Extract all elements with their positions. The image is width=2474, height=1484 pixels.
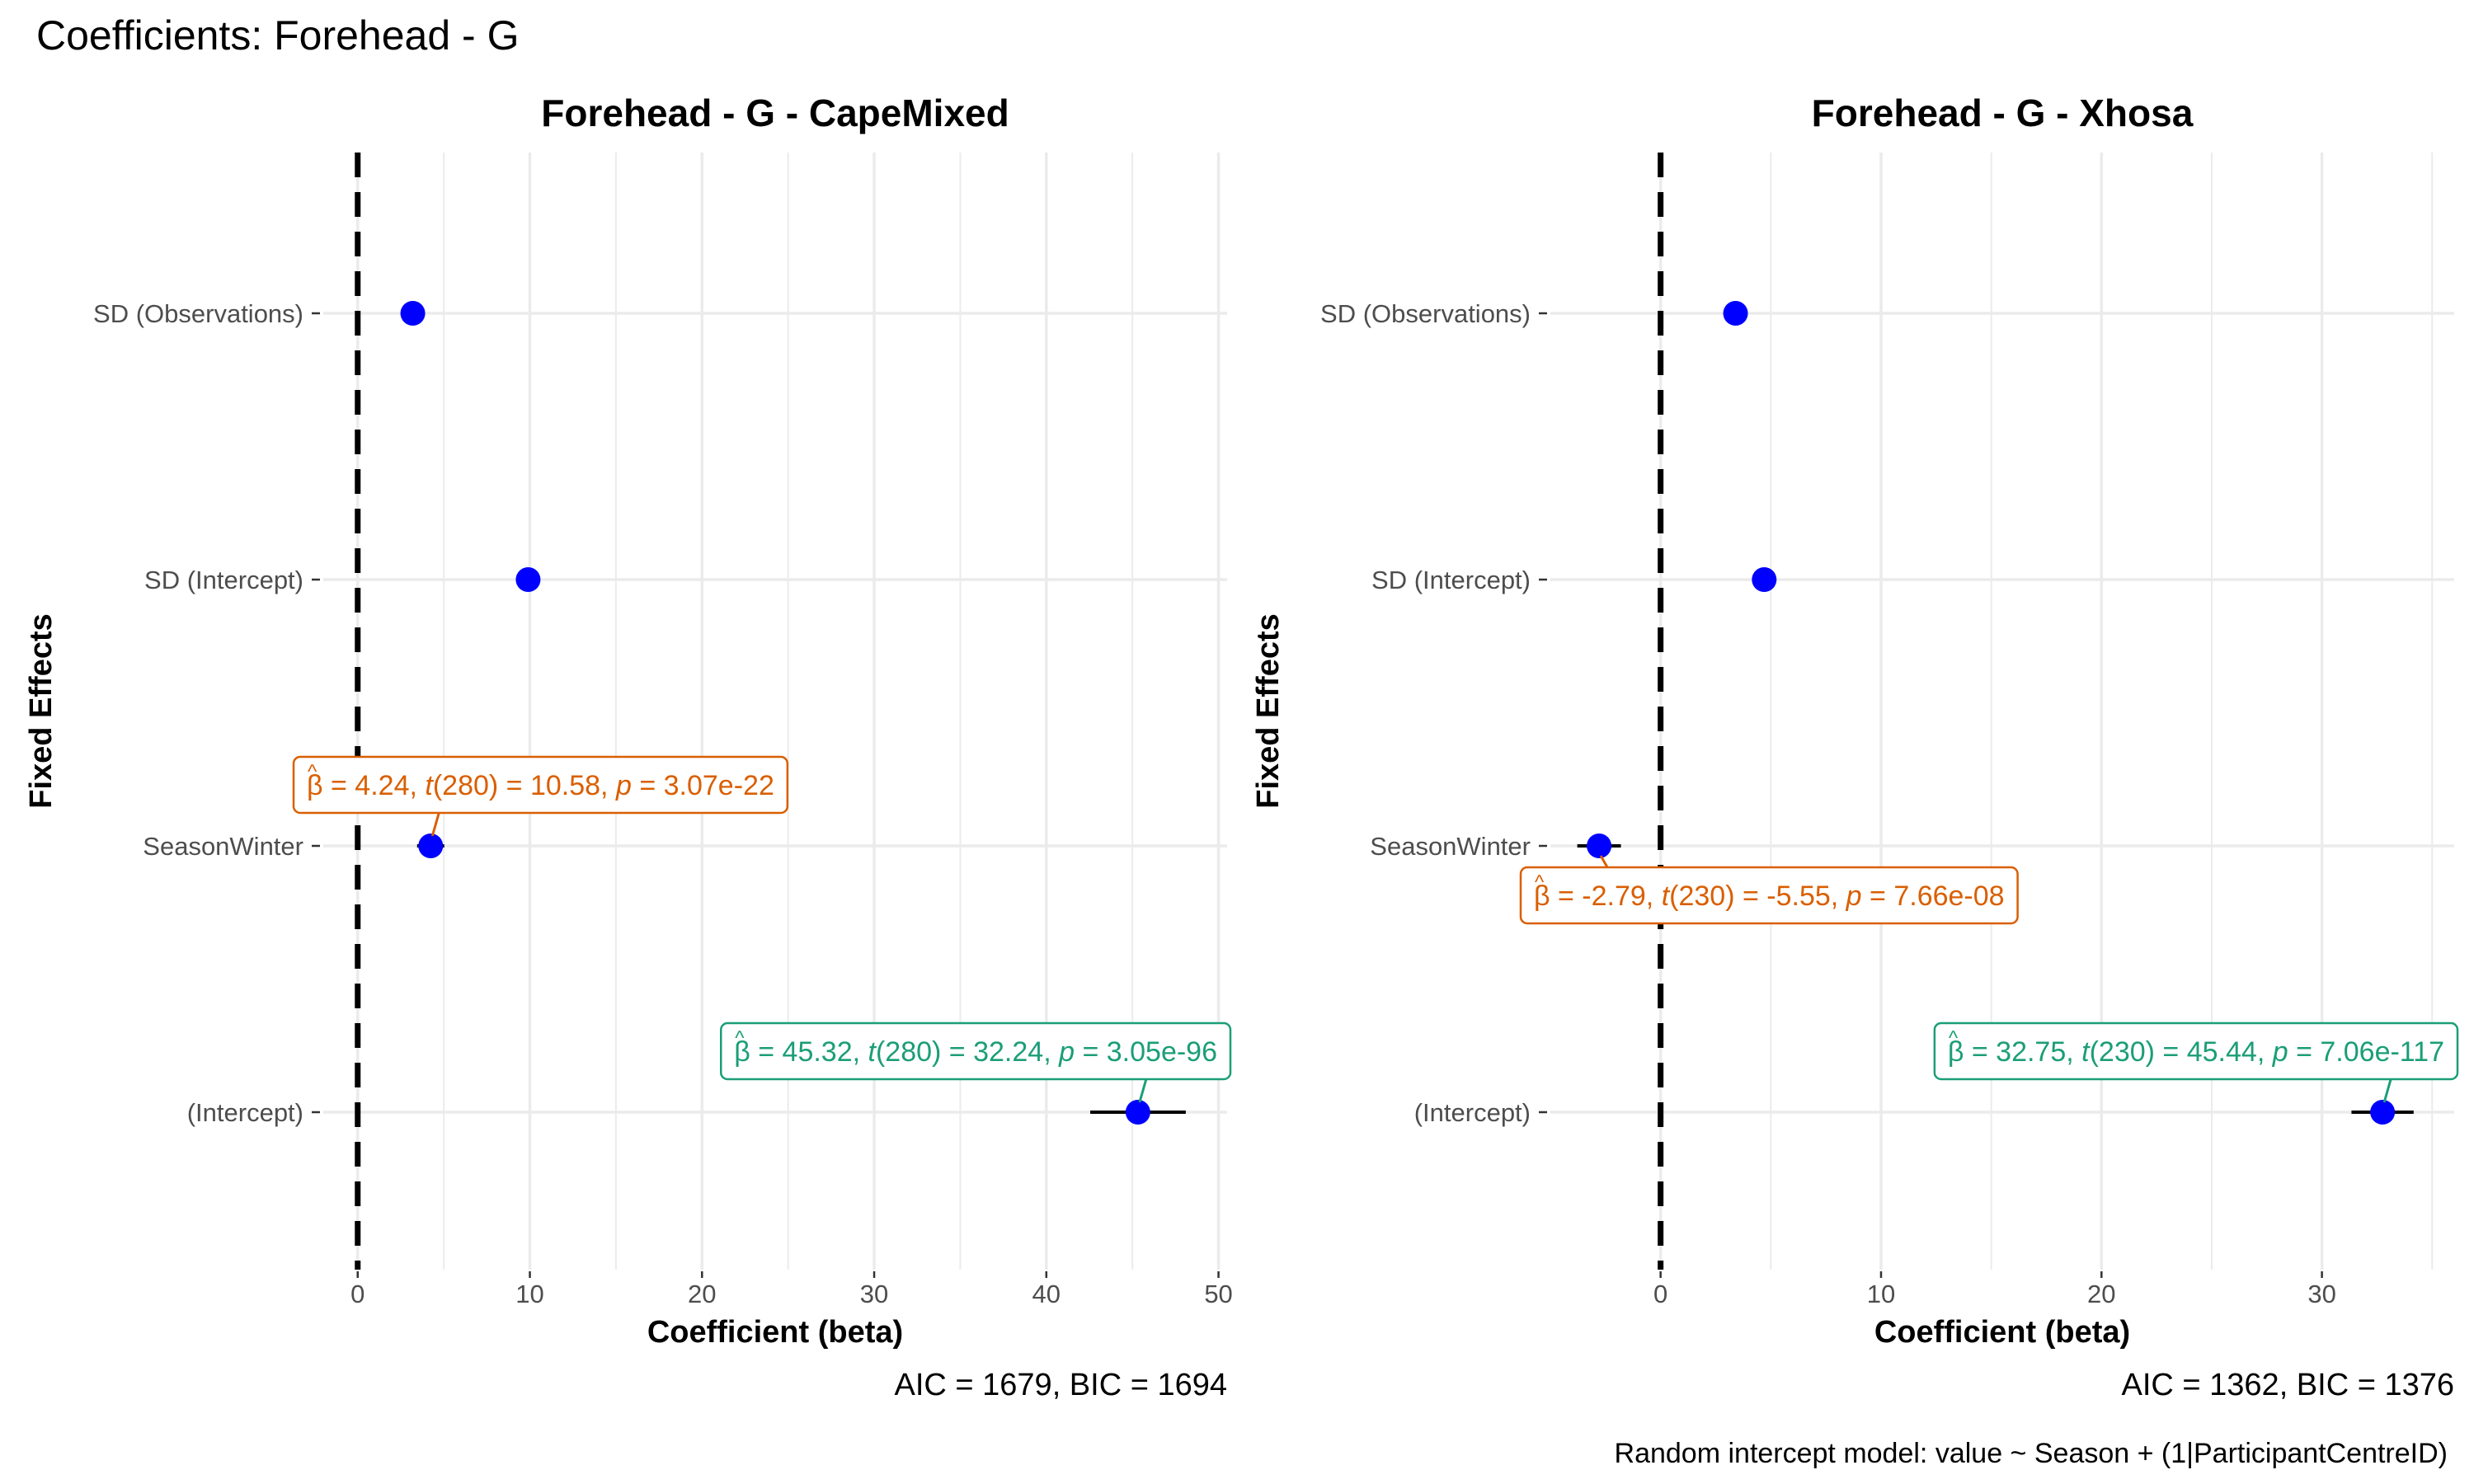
y-tick-label-intercept: (Intercept) xyxy=(1414,1098,1531,1127)
x-tick-label: 20 xyxy=(2087,1280,2115,1308)
stat-label-part: β xyxy=(1534,881,1550,912)
stat-label-text: β = 4.24, t(280) = 10.58, p = 3.07e-22 xyxy=(307,770,774,801)
stat-label-intercept: β = 45.32, t(280) = 32.24, p = 3.05e-96^ xyxy=(719,1021,1232,1103)
point-sd-intercept xyxy=(1752,567,1777,592)
stat-label-box xyxy=(1519,866,2019,925)
stat-label-part: t xyxy=(2081,1036,2091,1068)
stat-label-part: = 7.66e-08 xyxy=(1862,881,2005,912)
stat-label-part: = 10.58, xyxy=(498,770,616,801)
stat-label-part: (230) xyxy=(1669,881,1734,912)
x-tick-label: 40 xyxy=(1032,1280,1061,1308)
stat-label-text: β = 32.75, t(230) = 45.44, p = 7.06e-117 xyxy=(1948,1036,2444,1068)
y-tick-label-seasonwinter: SeasonWinter xyxy=(143,832,303,861)
stat-label-part: = 45.44, xyxy=(2155,1036,2273,1068)
x-tick-label: 30 xyxy=(2307,1280,2335,1308)
stat-label-part: t xyxy=(1662,881,1671,912)
stat-label-part: = 45.32, xyxy=(750,1036,868,1068)
y-tick-label-sd-observations: SD (Observations) xyxy=(93,299,303,328)
stat-label-box xyxy=(292,755,789,815)
point-intercept xyxy=(1125,1100,1150,1125)
y-tick-label-sd-intercept: SD (Intercept) xyxy=(144,566,303,594)
stat-label-leader xyxy=(2382,1078,2392,1103)
stat-label-part: (230) xyxy=(2090,1036,2155,1068)
x-tick-label: 10 xyxy=(1867,1280,1895,1308)
stat-label-intercept: β = 32.75, t(230) = 45.44, p = 7.06e-117… xyxy=(1933,1021,2459,1103)
stat-label-part: β xyxy=(1948,1036,1964,1068)
stat-label-part: = -2.79, xyxy=(1550,881,1662,912)
stat-label-text: β = 45.32, t(280) = 32.24, p = 3.05e-96 xyxy=(734,1036,1217,1068)
stat-label-part: p xyxy=(1846,881,1862,912)
stat-label-seasonwinter: β = 4.24, t(280) = 10.58, p = 3.07e-22^ xyxy=(292,755,789,837)
y-tick-label-sd-intercept: SD (Intercept) xyxy=(1371,566,1531,594)
stat-label-text: β = -2.79, t(230) = -5.55, p = 7.66e-08 xyxy=(1534,881,2005,912)
stat-label-box xyxy=(719,1021,1232,1081)
x-tick-label: 0 xyxy=(1653,1280,1667,1308)
figure-caption: Random intercept model: value ~ Season +… xyxy=(1615,1438,2448,1469)
x-tick-label: 0 xyxy=(350,1280,365,1308)
stat-label-leader xyxy=(1138,1078,1148,1103)
point-seasonwinter xyxy=(418,834,444,858)
stat-label-part: β xyxy=(307,770,323,801)
stat-label-part: = 4.24, xyxy=(323,770,426,801)
stat-label-part: = 32.75, xyxy=(1964,1036,2081,1068)
figure-title: Coefficients: Forehead - G xyxy=(36,12,519,59)
y-tick-label-sd-observations: SD (Observations) xyxy=(1320,299,1531,328)
panel-xhosa: Forehead - G - Xhosa (Intercept) SeasonWin… xyxy=(1251,92,2459,1402)
point-sd-observations xyxy=(1723,301,1748,326)
beta-hat-glyph: ^ xyxy=(735,1027,745,1050)
stat-label-part: = 7.06e-117 xyxy=(2288,1036,2444,1068)
stat-label-box xyxy=(1933,1021,2459,1081)
point-seasonwinter xyxy=(1587,834,1612,858)
stat-label-leader xyxy=(1599,855,1609,868)
stat-label-part: = -5.55, xyxy=(1735,881,1846,912)
point-sd-intercept xyxy=(515,567,541,592)
beta-hat-glyph: ^ xyxy=(1535,871,1545,894)
x-tick-label: 50 xyxy=(1204,1280,1232,1308)
stat-label-leader xyxy=(430,812,440,837)
panel-title: Forehead - G - Xhosa xyxy=(1812,92,2194,134)
stat-label-part: (280) xyxy=(876,1036,941,1068)
stat-label-part: t xyxy=(868,1036,877,1068)
stat-label-part: (280) xyxy=(433,770,498,801)
panel-capemixed: Forehead - G - CapeMixed (Intercept) Seaso… xyxy=(24,92,1233,1402)
y-axis-title: Fixed Effects xyxy=(24,613,59,809)
stat-label-part: t xyxy=(425,770,434,801)
stat-label-seasonwinter: β = -2.79, t(230) = -5.55, p = 7.66e-08^ xyxy=(1519,855,2019,925)
stat-label-part: β xyxy=(734,1036,750,1068)
stat-label-part: = 3.07e-22 xyxy=(632,770,774,801)
beta-hat-glyph: ^ xyxy=(1949,1027,1959,1050)
model-fit-footer: AIC = 1679, BIC = 1694 xyxy=(895,1368,1228,1402)
model-fit-footer: AIC = 1362, BIC = 1376 xyxy=(2122,1368,2455,1402)
stat-label-part: p xyxy=(1058,1036,1075,1068)
x-tick-label: 10 xyxy=(515,1280,543,1308)
y-tick-label-intercept: (Intercept) xyxy=(187,1098,303,1127)
y-tick-label-seasonwinter: SeasonWinter xyxy=(1370,832,1531,861)
stat-label-part: = 32.24, xyxy=(941,1036,1059,1068)
point-sd-observations xyxy=(400,301,426,326)
x-axis-title: Coefficient (beta) xyxy=(647,1315,903,1350)
x-tick-label: 20 xyxy=(688,1280,716,1308)
x-axis-title: Coefficient (beta) xyxy=(1874,1315,2130,1350)
x-tick-label: 30 xyxy=(860,1280,888,1308)
point-intercept xyxy=(2370,1100,2396,1125)
stat-label-part: p xyxy=(2272,1036,2288,1068)
panel-title: Forehead - G - CapeMixed xyxy=(541,92,1009,134)
stat-label-part: p xyxy=(615,770,632,801)
stat-label-part: = 3.05e-96 xyxy=(1075,1036,1217,1068)
beta-hat-glyph: ^ xyxy=(308,761,317,783)
y-axis-title: Fixed Effects xyxy=(1251,613,1286,809)
